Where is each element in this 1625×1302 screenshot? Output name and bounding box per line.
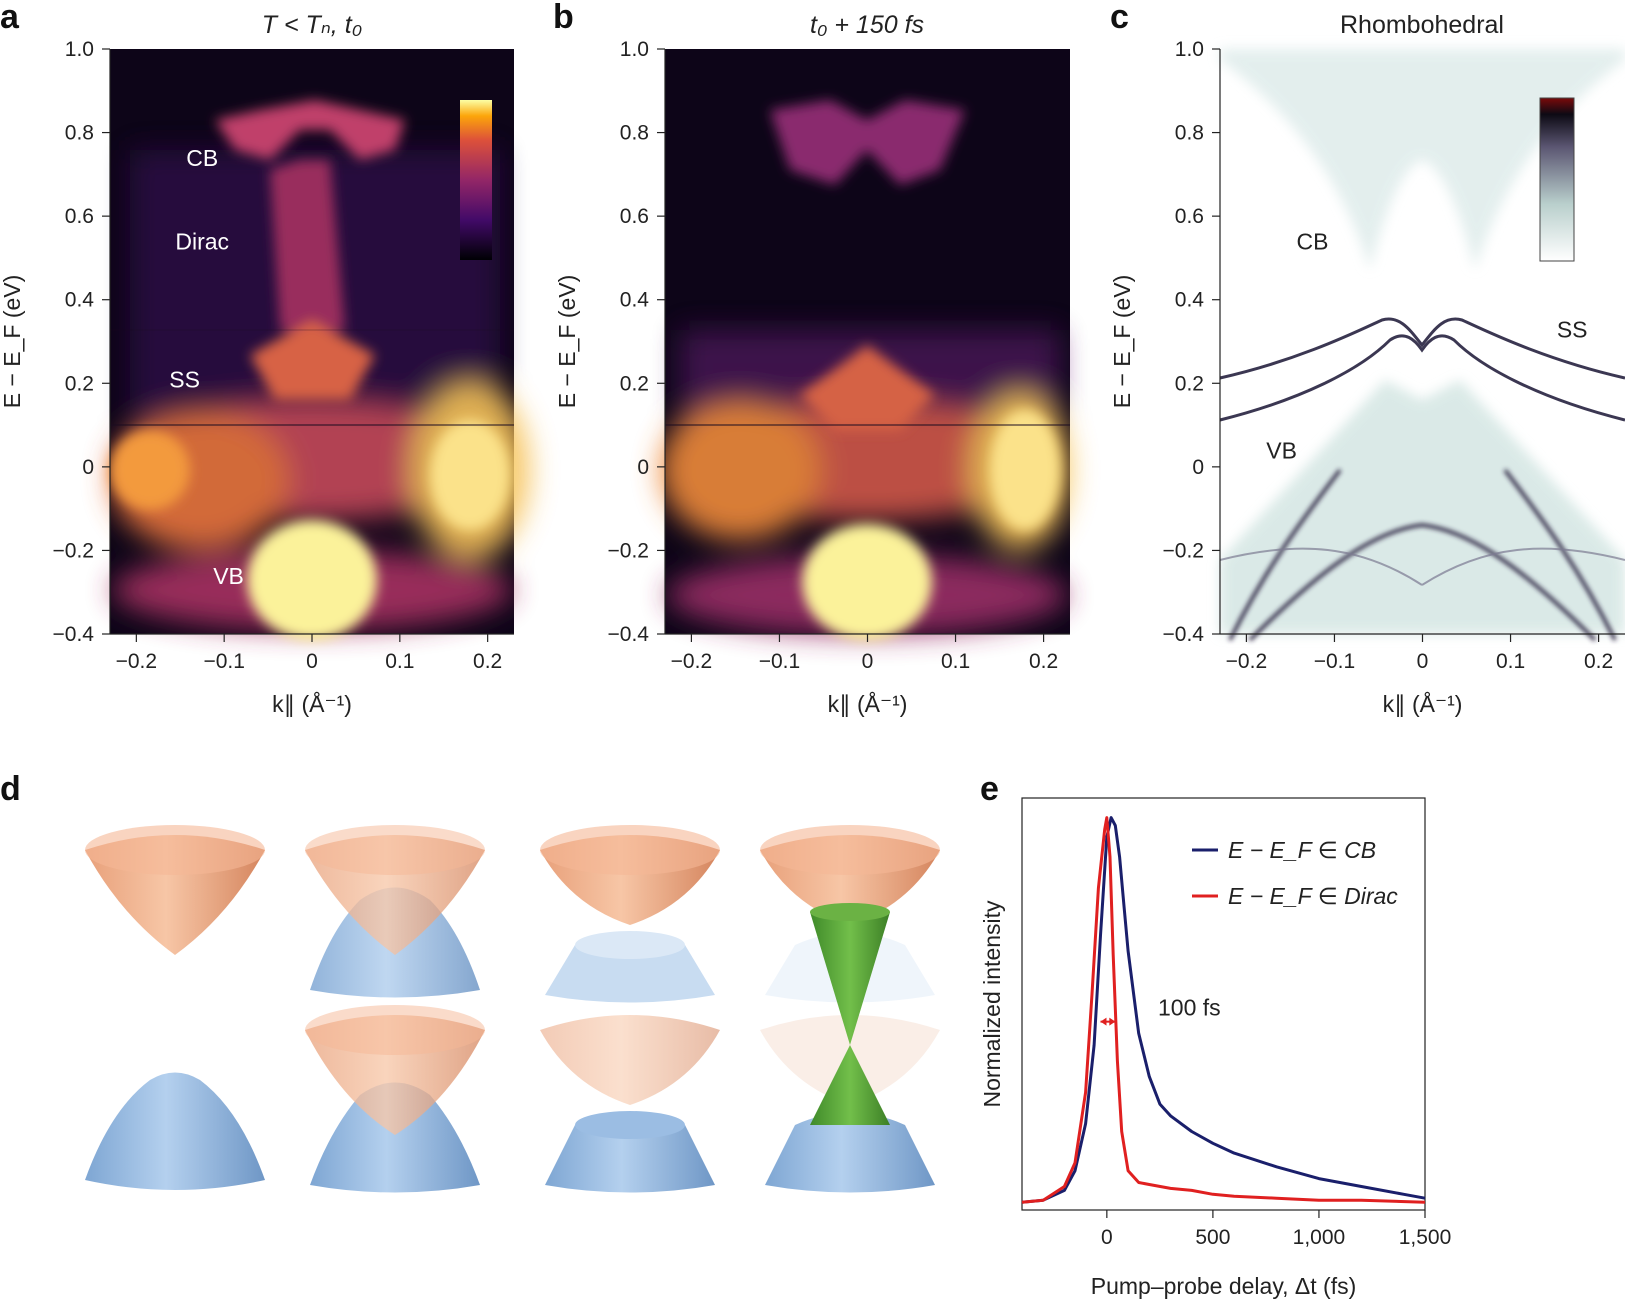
colorbar-a	[460, 100, 492, 260]
ss-band-upper	[1219, 317, 1625, 380]
y-tick-label: 0.4	[1175, 289, 1205, 312]
band-annotation: CB	[1296, 229, 1328, 255]
x-tick-label: 0.2	[473, 650, 502, 673]
colorbar-c	[1539, 97, 1575, 262]
y-axis-label-b: E − E_F (eV)	[554, 275, 580, 409]
band-annotation: SS	[1557, 316, 1588, 342]
y-tick-label: 0.8	[1175, 122, 1204, 145]
y-tick-label: 1.0	[65, 38, 94, 61]
x-axis-label-c: k∥ (Å⁻¹)	[1383, 690, 1463, 717]
x-tick-label: 500	[1195, 1226, 1230, 1249]
x-tick-label: 0.2	[1029, 650, 1058, 673]
cone-column-1	[85, 825, 265, 1190]
x-axis-label-b: k∥ (Å⁻¹)	[828, 690, 908, 717]
cone-column-3	[540, 825, 720, 1193]
x-tick-label: 0	[1417, 650, 1429, 673]
y-tick-label: 0.6	[620, 205, 649, 228]
y-tick-label: 0.4	[65, 289, 95, 312]
x-tick-label: −0.2	[671, 650, 712, 673]
band-annotation: VB	[1266, 438, 1297, 464]
legend-label: E − E_F ∈ Dirac	[1228, 883, 1398, 909]
band-annotation: CB	[186, 145, 218, 171]
x-tick-label: 0	[862, 650, 874, 673]
y-tick-label: −0.2	[1163, 539, 1204, 562]
y-tick-label: 1.0	[1175, 38, 1204, 61]
x-tick-label: 1,500	[1399, 1226, 1452, 1249]
cone-column-4	[760, 825, 940, 1193]
x-tick-label: −0.1	[1314, 650, 1355, 673]
panel-label-d: d	[0, 770, 21, 808]
y-tick-label: 0	[82, 456, 94, 479]
x-tick-label: 0	[1101, 1226, 1113, 1249]
cone-column-2	[305, 825, 485, 1193]
legend-label: E − E_F ∈ CB	[1228, 837, 1376, 863]
y-tick-label: 0	[637, 456, 649, 479]
panel-c-title: Rhombohedral	[1340, 11, 1504, 39]
panel-e-line-chart: 0 500 1,000 1,500 Pump–probe delay, Δt (fs) N…	[979, 797, 1452, 1299]
panel-b-title: t₀ + 150 fs	[810, 11, 924, 39]
panel-label-b: b	[553, 0, 574, 36]
y-axis-label-c: E − E_F (eV)	[1109, 275, 1135, 409]
x-tick-label: 0.1	[1496, 650, 1525, 673]
y-tick-label: 0.4	[620, 289, 650, 312]
x-tick-label: 0.1	[385, 650, 414, 673]
panel-label-a: a	[0, 0, 20, 36]
band-annotation: VB	[213, 563, 244, 589]
x-axis-label-a: k∥ (Å⁻¹)	[272, 690, 352, 717]
fwhm-label: 100 fs	[1158, 995, 1221, 1021]
y-tick-label: 0.2	[65, 372, 94, 395]
y-tick-label: −0.4	[53, 623, 95, 646]
series-line-dirac	[1021, 816, 1426, 1204]
ss-band-lower	[1219, 334, 1625, 422]
fwhm-arrowheads	[1100, 1017, 1116, 1026]
panel-a-title: T < Tₙ, t₀	[262, 11, 362, 39]
x-tick-label: −0.2	[116, 650, 157, 673]
y-axis-label-e: Normalized intensity	[979, 900, 1005, 1108]
x-tick-label: 1,000	[1293, 1226, 1346, 1249]
y-tick-label: 1.0	[620, 38, 649, 61]
y-tick-label: −0.2	[53, 539, 94, 562]
x-tick-label: −0.2	[1226, 650, 1267, 673]
y-tick-label: 0.8	[620, 122, 649, 145]
series-line-cb	[1021, 816, 1426, 1204]
x-tick-label: −0.1	[759, 650, 800, 673]
band-annotation: SS	[169, 366, 200, 392]
y-tick-label: 0.8	[65, 122, 94, 145]
panel-c-heatmap	[1219, 49, 1625, 642]
panel-a-heatmap	[110, 49, 530, 640]
x-axis-label-e: Pump–probe delay, Δt (fs)	[1091, 1273, 1357, 1299]
y-tick-label: 0	[1192, 456, 1204, 479]
panel-b-heatmap	[660, 49, 1070, 640]
panel-d-band-cones	[85, 825, 940, 1193]
annotations: CB Dirac SS VB CB SS VB	[169, 145, 1587, 589]
panel-label-e: e	[980, 770, 999, 808]
x-tick-label: 0.1	[941, 650, 970, 673]
y-axis-label-a: E − E_F (eV)	[0, 275, 25, 409]
panel-label-c: c	[1110, 0, 1129, 36]
y-tick-label: 0.2	[620, 372, 649, 395]
x-tick-label: 0	[306, 650, 318, 673]
y-tick-label: −0.4	[608, 623, 650, 646]
x-tick-label: 0.2	[1584, 650, 1613, 673]
axes-group-abc: −0.4 −0.2 0 0.2 0.4 0.6 0.8 1.0 −0.2 −0.1 0 0.1 0.2 k…	[0, 38, 1625, 717]
x-tick-label: −0.1	[203, 650, 244, 673]
y-tick-label: 0.6	[1175, 205, 1204, 228]
y-tick-label: −0.4	[1163, 623, 1205, 646]
plot-frame-e	[1021, 797, 1426, 1211]
y-tick-label: 0.6	[65, 205, 94, 228]
y-tick-label: 0.2	[1175, 372, 1204, 395]
band-annotation: Dirac	[175, 229, 229, 255]
y-tick-label: −0.2	[608, 539, 649, 562]
